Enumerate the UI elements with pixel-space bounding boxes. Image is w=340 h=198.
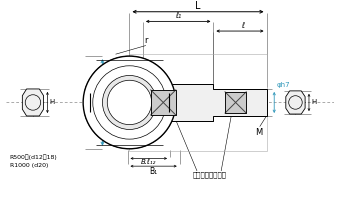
Wedge shape bbox=[85, 56, 174, 93]
Text: H: H bbox=[311, 99, 316, 106]
Text: H: H bbox=[49, 99, 55, 106]
Text: d₁: d₁ bbox=[152, 75, 159, 81]
Wedge shape bbox=[85, 112, 174, 149]
Text: r: r bbox=[144, 36, 148, 45]
Bar bbox=[225, 92, 246, 113]
Text: ℓ: ℓ bbox=[241, 21, 244, 30]
Circle shape bbox=[93, 66, 166, 139]
Circle shape bbox=[107, 80, 152, 125]
Text: L: L bbox=[195, 1, 201, 11]
Polygon shape bbox=[286, 91, 305, 114]
Polygon shape bbox=[22, 89, 44, 116]
Text: φh7: φh7 bbox=[276, 82, 290, 88]
Bar bbox=[225, 92, 246, 113]
Text: B₁: B₁ bbox=[150, 167, 158, 176]
Text: ℓ₁: ℓ₁ bbox=[175, 11, 181, 20]
Text: ⁰₋₀.₀₅: ⁰₋₀.₀₅ bbox=[89, 104, 101, 109]
Text: R1000 (d20): R1000 (d20) bbox=[10, 163, 48, 168]
Circle shape bbox=[83, 56, 176, 149]
Text: B.ℓ₁₂: B.ℓ₁₂ bbox=[141, 159, 156, 165]
Bar bbox=[151, 90, 176, 115]
Text: グリースニップル: グリースニップル bbox=[192, 171, 226, 178]
Bar bbox=[151, 90, 176, 115]
Text: M: M bbox=[255, 128, 262, 137]
Circle shape bbox=[102, 75, 156, 129]
Text: R500　(d12〜18): R500 (d12〜18) bbox=[10, 155, 57, 160]
Polygon shape bbox=[131, 84, 267, 121]
Text: D: D bbox=[94, 94, 101, 104]
